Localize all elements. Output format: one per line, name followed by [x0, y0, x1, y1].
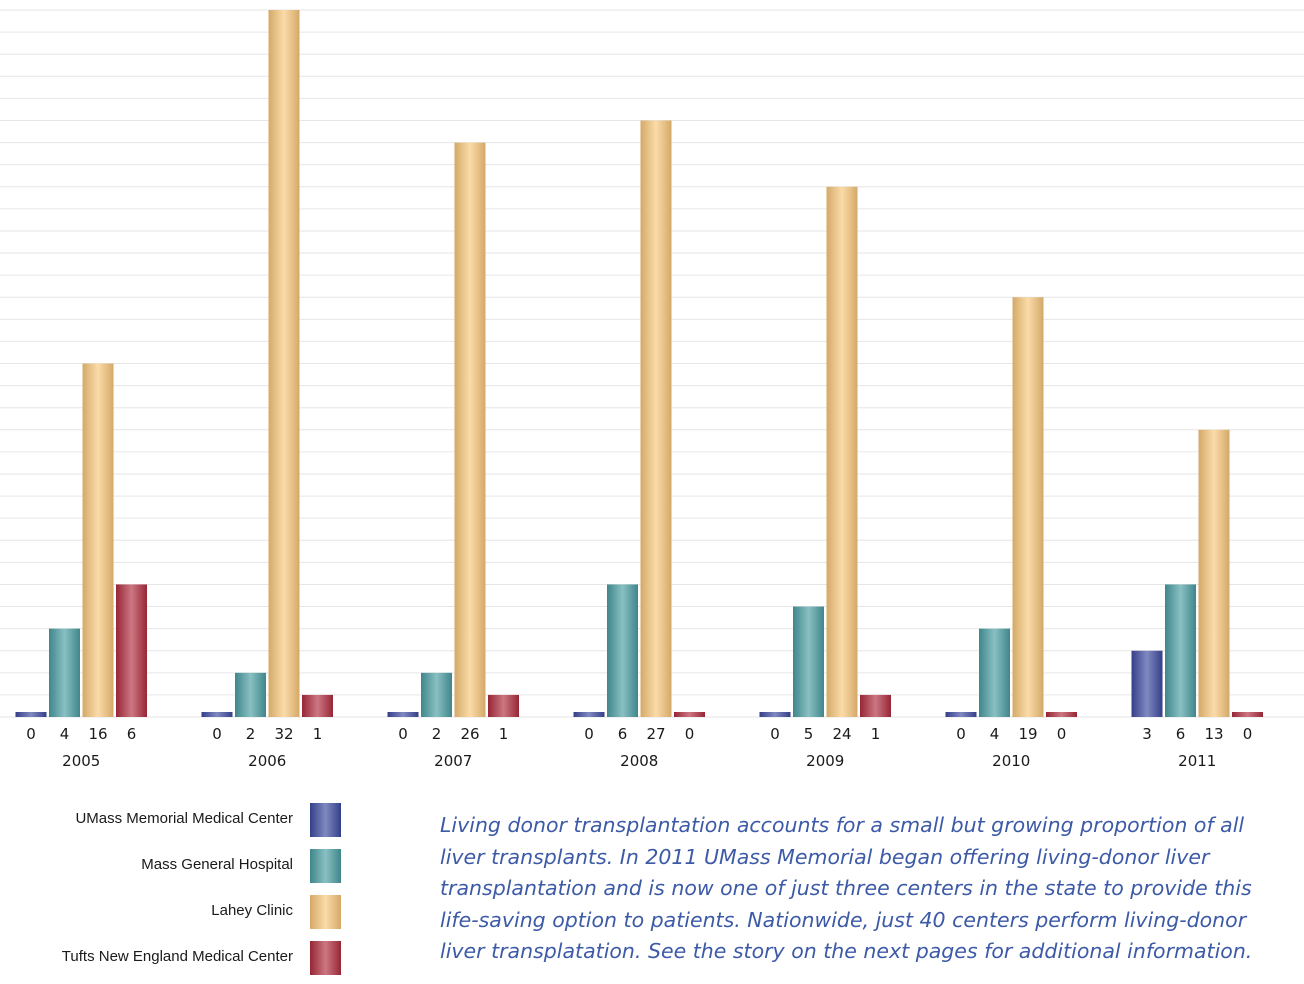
legend-label-lahey: Lahey Clinic [211, 902, 293, 919]
legend: UMass Memorial Medical Center Mass Gener… [0, 800, 345, 984]
bar-2009-series-1 [793, 606, 824, 717]
data-label-2007-series-2: 26 [460, 725, 479, 743]
legend-swatch-umass [310, 803, 341, 837]
legend-swatch-mgh [310, 849, 341, 883]
data-label-2006-series-0: 0 [212, 725, 222, 743]
bar-2007-series-1 [421, 672, 452, 717]
category-label-2007: 2007 [434, 752, 472, 770]
bar-2005-series-3 [116, 584, 147, 717]
data-label-2009-series-0: 0 [770, 725, 780, 743]
caption-text: Living donor transplantation accounts fo… [440, 813, 1253, 963]
data-label-2005-series-3: 6 [127, 725, 137, 743]
legend-label-umass: UMass Memorial Medical Center [75, 810, 293, 827]
data-label-2009-series-3: 1 [871, 725, 881, 743]
data-labels: 0 4 16 6 0 2 32 1 0 2 26 1 0 6 27 0 0 5 24 1 0 4 19 0 3 6 13 0 [26, 725, 1252, 743]
bar-2010-series-2 [1012, 297, 1044, 717]
data-label-2006-series-3: 1 [313, 725, 323, 743]
bar-2011-series-2 [1198, 429, 1230, 717]
data-label-2011-series-1: 6 [1176, 725, 1186, 743]
bar-2011-series-1 [1165, 584, 1196, 717]
bar-2008-series-0 [573, 712, 605, 717]
data-label-2007-series-3: 1 [499, 725, 509, 743]
legend-label-mgh: Mass General Hospital [141, 856, 293, 873]
data-label-2011-series-2: 13 [1204, 725, 1223, 743]
data-label-2007-series-0: 0 [398, 725, 408, 743]
bar-2009-series-3 [860, 694, 891, 717]
category-label-2006: 2006 [248, 752, 286, 770]
data-label-2005-series-1: 4 [60, 725, 70, 743]
data-label-2009-series-1: 5 [804, 725, 814, 743]
legend-swatch-tufts [310, 941, 341, 975]
bar-2007-series-3 [488, 694, 519, 717]
bar-2008-series-1 [607, 584, 638, 717]
bar-2009-series-2 [826, 186, 858, 717]
data-label-2010-series-2: 19 [1018, 725, 1037, 743]
bar-2006-series-0 [201, 712, 233, 717]
data-label-2008-series-3: 0 [685, 725, 695, 743]
data-label-2005-series-0: 0 [26, 725, 36, 743]
legend-label-tufts: Tufts New England Medical Center [61, 948, 293, 965]
data-label-2007-series-1: 2 [432, 725, 442, 743]
bar-2006-series-3 [302, 694, 333, 717]
legend-item-mgh: Mass General Hospital [0, 846, 345, 892]
category-label-2005: 2005 [62, 752, 100, 770]
bar-2010-series-0 [945, 712, 977, 717]
data-label-2011-series-0: 3 [1142, 725, 1152, 743]
data-label-2009-series-2: 24 [832, 725, 851, 743]
bar-2011-series-0 [1131, 650, 1163, 717]
bar-2005-series-1 [49, 628, 80, 717]
bar-2008-series-2 [640, 120, 672, 717]
data-label-2011-series-3: 0 [1243, 725, 1253, 743]
data-label-2008-series-0: 0 [584, 725, 594, 743]
bar-2005-series-0 [15, 712, 47, 717]
data-label-2006-series-2: 32 [274, 725, 293, 743]
bar-2007-series-2 [454, 142, 486, 717]
category-label-2011: 2011 [1178, 752, 1216, 770]
bar-2006-series-2 [268, 10, 300, 717]
bar-2010-series-3 [1046, 712, 1077, 717]
category-labels: 2005 2006 2007 2008 2009 2010 2011 [62, 752, 1216, 770]
legend-item-umass: UMass Memorial Medical Center [0, 800, 345, 846]
data-label-2006-series-1: 2 [246, 725, 256, 743]
legend-swatch-lahey [310, 895, 341, 929]
legend-item-tufts: Tufts New England Medical Center [0, 938, 345, 984]
data-label-2010-series-0: 0 [956, 725, 966, 743]
legend-item-lahey: Lahey Clinic [0, 892, 345, 938]
data-label-2008-series-2: 27 [646, 725, 665, 743]
data-label-2008-series-1: 6 [618, 725, 628, 743]
bar-2006-series-1 [235, 672, 266, 717]
data-label-2010-series-1: 4 [990, 725, 1000, 743]
bar-2009-series-0 [759, 712, 791, 717]
bars [15, 10, 1263, 717]
category-label-2008: 2008 [620, 752, 658, 770]
bar-2011-series-3 [1232, 712, 1263, 717]
category-label-2009: 2009 [806, 752, 844, 770]
category-label-2010: 2010 [992, 752, 1030, 770]
bar-chart: 0 4 16 6 0 2 32 1 0 2 26 1 0 6 27 0 0 5 24 1 0 4 19 0 3 6 13 0 2005… [0, 9, 1304, 770]
bar-2005-series-2 [82, 363, 114, 717]
bar-2007-series-0 [387, 712, 419, 717]
bar-2008-series-3 [674, 712, 705, 717]
bar-2010-series-1 [979, 628, 1010, 717]
data-label-2010-series-3: 0 [1057, 725, 1067, 743]
data-label-2005-series-2: 16 [88, 725, 107, 743]
